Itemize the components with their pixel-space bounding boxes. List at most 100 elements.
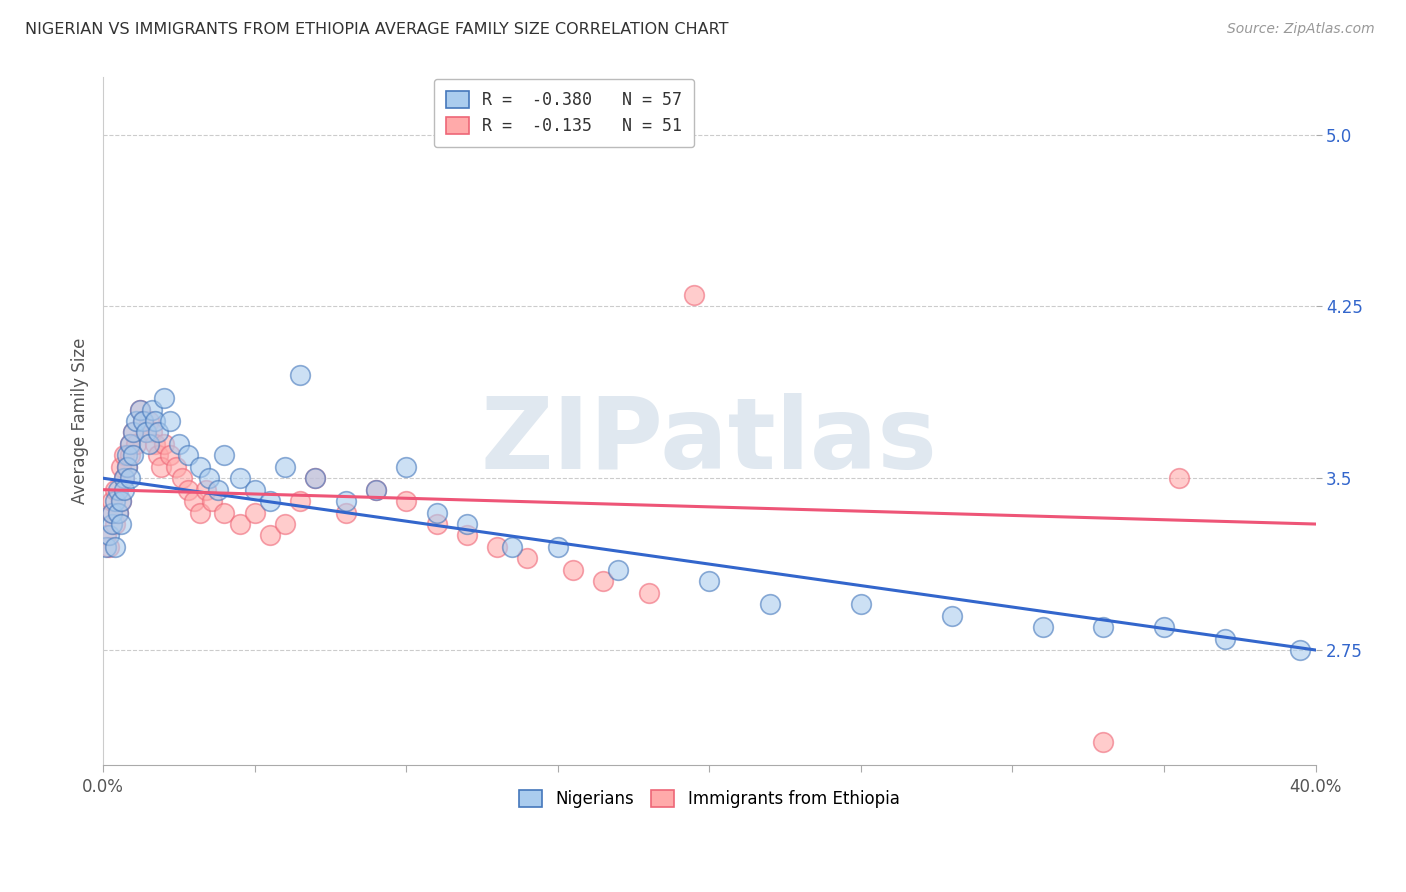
- Point: [122, 425, 145, 440]
- Point: [592, 574, 614, 589]
- Point: [125, 437, 148, 451]
- Point: [104, 483, 127, 497]
- Point: [501, 540, 523, 554]
- Point: [304, 471, 326, 485]
- Point: [107, 506, 129, 520]
- Point: [198, 471, 221, 485]
- Point: [141, 425, 163, 440]
- Point: [110, 516, 132, 531]
- Point: [228, 516, 250, 531]
- Point: [1092, 620, 1115, 634]
- Point: [122, 425, 145, 440]
- Text: NIGERIAN VS IMMIGRANTS FROM ETHIOPIA AVERAGE FAMILY SIZE CORRELATION CHART: NIGERIAN VS IMMIGRANTS FROM ETHIOPIA AVE…: [25, 22, 728, 37]
- Point: [364, 483, 387, 497]
- Point: [259, 494, 281, 508]
- Point: [110, 494, 132, 508]
- Point: [849, 597, 872, 611]
- Point: [112, 471, 135, 485]
- Point: [425, 506, 447, 520]
- Point: [104, 494, 127, 508]
- Point: [143, 414, 166, 428]
- Point: [104, 540, 127, 554]
- Point: [759, 597, 782, 611]
- Point: [1092, 734, 1115, 748]
- Point: [395, 459, 418, 474]
- Point: [364, 483, 387, 497]
- Point: [167, 437, 190, 451]
- Point: [637, 586, 659, 600]
- Point: [120, 448, 142, 462]
- Point: [214, 448, 236, 462]
- Point: [101, 494, 124, 508]
- Point: [149, 459, 172, 474]
- Point: [152, 391, 174, 405]
- Point: [122, 448, 145, 462]
- Point: [188, 459, 211, 474]
- Point: [143, 437, 166, 451]
- Point: [98, 540, 121, 554]
- Point: [1168, 471, 1191, 485]
- Point: [395, 494, 418, 508]
- Point: [101, 506, 124, 520]
- Point: [107, 483, 129, 497]
- Point: [117, 459, 139, 474]
- Point: [141, 402, 163, 417]
- Point: [335, 494, 357, 508]
- Point: [96, 528, 118, 542]
- Point: [335, 506, 357, 520]
- Point: [274, 459, 297, 474]
- Point: [207, 483, 229, 497]
- Point: [177, 448, 200, 462]
- Point: [120, 437, 142, 451]
- Y-axis label: Average Family Size: Average Family Size: [72, 338, 89, 504]
- Point: [112, 471, 135, 485]
- Point: [120, 471, 142, 485]
- Point: [138, 414, 160, 428]
- Point: [98, 528, 121, 542]
- Point: [177, 483, 200, 497]
- Point: [107, 506, 129, 520]
- Point: [425, 516, 447, 531]
- Point: [456, 528, 478, 542]
- Point: [486, 540, 509, 554]
- Point: [131, 414, 153, 428]
- Point: [243, 506, 266, 520]
- Point: [259, 528, 281, 542]
- Point: [110, 494, 132, 508]
- Point: [96, 540, 118, 554]
- Text: ZIPatlas: ZIPatlas: [481, 393, 938, 490]
- Point: [112, 448, 135, 462]
- Point: [188, 506, 211, 520]
- Point: [195, 483, 218, 497]
- Point: [274, 516, 297, 531]
- Point: [607, 563, 630, 577]
- Point: [101, 516, 124, 531]
- Text: Source: ZipAtlas.com: Source: ZipAtlas.com: [1227, 22, 1375, 37]
- Point: [128, 402, 150, 417]
- Point: [288, 494, 311, 508]
- Point: [128, 402, 150, 417]
- Point: [1153, 620, 1175, 634]
- Point: [165, 459, 187, 474]
- Point: [135, 425, 157, 440]
- Point: [135, 425, 157, 440]
- Point: [288, 368, 311, 383]
- Legend: Nigerians, Immigrants from Ethiopia: Nigerians, Immigrants from Ethiopia: [512, 783, 907, 814]
- Point: [214, 506, 236, 520]
- Point: [101, 506, 124, 520]
- Point: [201, 494, 224, 508]
- Point: [112, 483, 135, 497]
- Point: [699, 574, 721, 589]
- Point: [683, 288, 706, 302]
- Point: [146, 425, 169, 440]
- Point: [117, 448, 139, 462]
- Point: [456, 516, 478, 531]
- Point: [117, 459, 139, 474]
- Point: [941, 608, 963, 623]
- Point: [125, 414, 148, 428]
- Point: [1032, 620, 1054, 634]
- Point: [159, 448, 181, 462]
- Point: [120, 437, 142, 451]
- Point: [110, 459, 132, 474]
- Point: [1289, 643, 1312, 657]
